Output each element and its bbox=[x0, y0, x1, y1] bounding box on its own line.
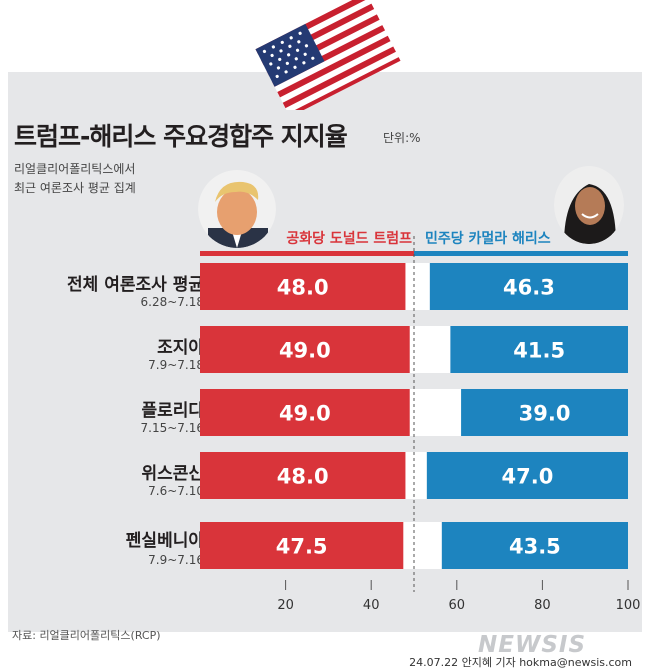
data-label-dem: 43.5 bbox=[509, 535, 561, 559]
data-label-rep: 48.0 bbox=[277, 276, 329, 300]
bar-dem bbox=[441, 522, 628, 569]
legend-dem: 민주당 카멀라 해리스 bbox=[425, 231, 551, 247]
bar-dem bbox=[429, 263, 628, 310]
subtitle-line-2: 최근 여론조사 평균 집계 bbox=[14, 181, 136, 195]
data-label-dem: 46.3 bbox=[503, 276, 555, 300]
row-label: 조지아 bbox=[157, 338, 204, 358]
bar-rep bbox=[200, 263, 406, 310]
x-tick-label: 20 bbox=[277, 598, 294, 613]
bar-rep bbox=[200, 522, 404, 569]
bar-rep bbox=[200, 389, 410, 436]
data-label-rep: 49.0 bbox=[279, 339, 331, 363]
subtitle-line-1: 리얼클리어폴리틱스에서 bbox=[14, 162, 136, 176]
x-tick-label: 100 bbox=[616, 598, 641, 613]
row-label: 위스콘신 bbox=[141, 464, 204, 484]
data-label-rep: 47.5 bbox=[276, 535, 328, 559]
credit-line: 24.07.22 안지혜 기자 hokma@newsis.com bbox=[409, 656, 632, 669]
x-tick-label: 40 bbox=[363, 598, 380, 613]
data-label-dem: 47.0 bbox=[502, 465, 554, 489]
row-label: 플로리다 bbox=[141, 401, 204, 421]
trump-portrait bbox=[198, 170, 276, 248]
data-label-rep: 49.0 bbox=[279, 402, 331, 426]
bar-rep bbox=[200, 326, 410, 373]
bar-dem bbox=[450, 326, 628, 373]
data-label-rep: 48.0 bbox=[277, 465, 329, 489]
data-label-dem: 41.5 bbox=[513, 339, 565, 363]
source-note: 자료: 리얼클리어폴리틱스(RCP) bbox=[12, 629, 161, 642]
newsis-logo: NEWSIS bbox=[478, 632, 587, 658]
legend-rep: 공화당 도널드 트럼프 bbox=[286, 231, 412, 247]
rep-header-stripe bbox=[200, 251, 414, 256]
row-period: 6.28~7.18 bbox=[140, 295, 205, 309]
dem-header-stripe bbox=[414, 251, 628, 256]
us-flag-icon bbox=[255, 0, 401, 110]
x-tick-label: 60 bbox=[449, 598, 466, 613]
row-period: 7.9~7.16 bbox=[148, 553, 204, 567]
row-label: 전체 여론조사 평균 bbox=[67, 275, 204, 295]
unit-label: 단위:% bbox=[383, 131, 421, 145]
bar-rep bbox=[200, 452, 406, 499]
x-tick-label: 80 bbox=[534, 598, 551, 613]
data-label-dem: 39.0 bbox=[519, 402, 571, 426]
bar-dem bbox=[461, 389, 628, 436]
row-period: 7.9~7.18 bbox=[148, 358, 204, 372]
chart-title: 트럼프-해리스 주요경합주 지지율 bbox=[14, 122, 348, 151]
row-label: 펜실베니아 bbox=[125, 531, 204, 551]
bar-dem bbox=[426, 452, 628, 499]
row-period: 7.6~7.10 bbox=[148, 484, 204, 498]
harris-portrait bbox=[554, 166, 624, 244]
row-period: 7.15~7.16 bbox=[140, 421, 205, 435]
